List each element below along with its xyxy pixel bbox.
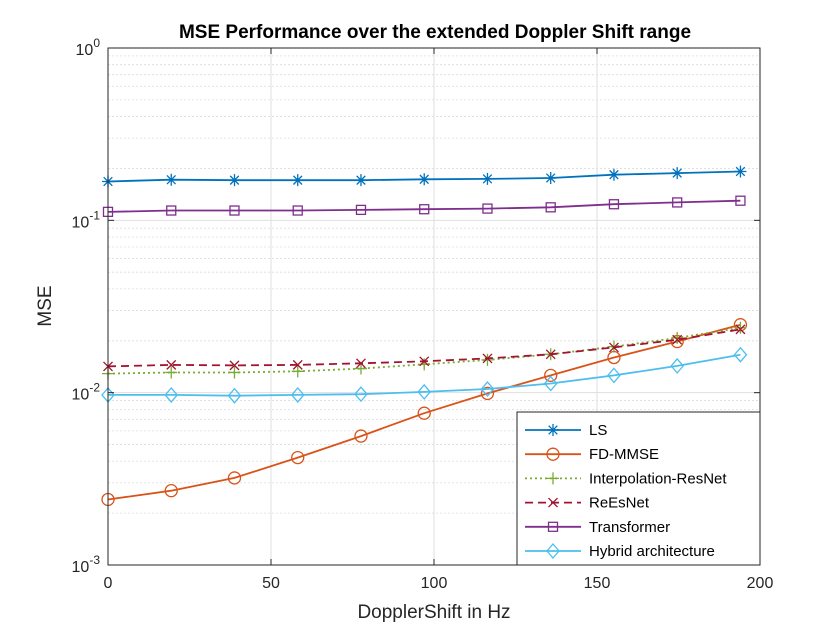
data-point [419,356,430,367]
data-point [417,406,431,420]
x-tick-label: 150 [584,575,611,592]
data-point [166,359,177,370]
data-point [734,165,747,178]
data-point [607,367,621,384]
legend-label: Interpolation-ResNet [589,470,727,487]
legend-marker [546,447,560,461]
series-transformer [102,195,746,218]
y-tick-label: 100 [76,36,101,59]
series-hybrid-architecture [101,346,748,404]
data-point [735,195,746,206]
data-point [229,360,240,371]
data-point [608,342,619,353]
legend-label: Transformer [589,519,670,536]
data-point [671,331,684,344]
data-point [291,450,305,465]
data-point [290,386,305,403]
data-point [291,174,304,187]
axis-ticks: 0 50 100 150 200 10-3 10-2 10-1 100 [72,36,774,592]
data-point [418,358,431,371]
x-tick-label: 0 [104,575,113,592]
legend-item: Interpolation-ResNet [525,470,727,487]
data-point [354,429,368,443]
y-axis-label: MSE [35,285,56,326]
legend-label: Hybrid architecture [589,543,715,560]
legend-item: ReEsNet [525,495,650,512]
data-point [228,366,241,379]
data-point [672,334,683,345]
series-reesnet [103,324,746,372]
data-point [229,205,240,216]
legend-label: LS [589,422,607,439]
legend-marker [547,521,559,532]
y-tick-label: 10-3 [72,553,101,576]
series-line [107,199,741,213]
legend-item: FD-MMSE [525,446,659,463]
data-point [482,203,493,214]
data-point [292,359,303,370]
data-point [165,173,178,186]
data-point [480,386,495,401]
data-point [165,366,178,379]
data-point [482,353,493,364]
legend-marker [548,497,558,508]
data-point [417,383,432,400]
legend-marker [547,472,559,485]
data-point [671,167,684,180]
data-point [164,386,179,403]
x-tick-label: 100 [421,575,448,592]
legend-label: FD-MMSE [589,446,659,463]
data-point [166,205,177,216]
data-point [228,174,241,187]
data-point [354,386,368,403]
data-point [545,349,556,360]
data-point [164,484,178,498]
data-point [418,173,431,186]
legend-label: ReEsNet [589,495,650,512]
data-point [355,204,367,216]
legend-marker [546,543,560,559]
legend-box [516,411,761,566]
data-point [735,324,746,335]
series-line [107,323,741,501]
data-point [733,346,748,363]
data-point [354,362,367,375]
y-tick-label: 10-2 [72,381,101,404]
data-point [544,172,557,185]
data-point [354,174,367,187]
data-point [481,353,494,366]
data-point [481,172,494,185]
data-point [672,197,683,208]
x-tick-label: 200 [747,575,774,592]
data-point [608,199,620,210]
series-line [108,353,741,397]
data-point [227,387,242,404]
data-point [480,381,495,398]
x-tick-label: 50 [262,575,280,592]
data-point [291,365,304,378]
data-point [607,168,620,181]
legend-marker [547,424,559,436]
data-point [670,357,685,374]
data-point [292,205,303,216]
legend: LS FD-MMSE Interpolation-ResNet ReEsNet Tran… [516,411,761,566]
data-point [543,375,558,392]
legend-item: Transformer [525,519,670,536]
data-point [419,204,430,215]
data-point [227,471,242,485]
legend-item: LS [525,422,607,439]
data-point [734,321,747,334]
legend-item: Hybrid architecture [525,543,715,560]
chart-title: MSE Performance over the extended Dopple… [179,22,691,43]
y-tick-label: 10-1 [72,208,101,231]
data-point [544,368,558,383]
data-point [545,202,556,213]
x-axis-label: DopplerShift in Hz [357,602,510,623]
data-point [356,358,366,369]
